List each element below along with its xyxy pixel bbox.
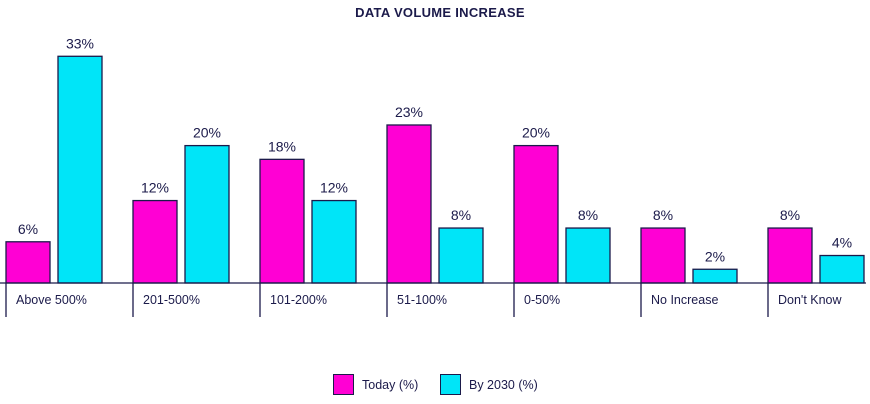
data-label: 23% <box>395 104 423 120</box>
data-label: 8% <box>451 207 471 223</box>
category-label: No Increase <box>651 293 718 307</box>
data-label: 8% <box>780 207 800 223</box>
bar-2030 <box>57 55 103 284</box>
data-label: 8% <box>653 207 673 223</box>
legend-swatch-2030 <box>440 374 461 395</box>
bar-2030 <box>692 268 738 284</box>
data-label: 12% <box>320 180 348 196</box>
chart-title: DATA VOLUME INCREASE <box>355 5 525 20</box>
bar-today <box>640 227 686 284</box>
data-label: 4% <box>832 235 852 251</box>
category-label: 0-50% <box>524 293 560 307</box>
bar-today <box>259 158 305 284</box>
bar-today <box>513 144 559 284</box>
bar-2030 <box>819 254 865 284</box>
category-label: 51-100% <box>397 293 447 307</box>
legend-swatch-today <box>333 374 354 395</box>
category-label: 101-200% <box>270 293 327 307</box>
legend-today: Today (%) <box>333 374 418 395</box>
legend-2030: By 2030 (%) <box>440 374 538 395</box>
bar-today <box>5 241 51 284</box>
bar-today <box>767 227 813 284</box>
data-label: 12% <box>141 180 169 196</box>
data-label: 33% <box>66 35 94 51</box>
category-label: Above 500% <box>16 293 87 307</box>
bar-2030 <box>438 227 484 284</box>
data-label: 20% <box>522 125 550 141</box>
bar-2030 <box>311 199 357 284</box>
data-label: 2% <box>705 248 725 264</box>
legend-label-today: Today (%) <box>362 377 419 392</box>
data-label: 6% <box>18 221 38 237</box>
data-label: 8% <box>578 207 598 223</box>
category-label: 201-500% <box>143 293 200 307</box>
bar-today <box>386 124 432 284</box>
data-label: 20% <box>193 125 221 141</box>
category-label: Don't Know <box>778 293 843 307</box>
bar-today <box>132 199 178 284</box>
bar-2030 <box>184 144 230 284</box>
bar-2030 <box>565 227 611 284</box>
legend-label-2030: By 2030 (%) <box>469 377 538 392</box>
data-label: 18% <box>268 138 296 154</box>
